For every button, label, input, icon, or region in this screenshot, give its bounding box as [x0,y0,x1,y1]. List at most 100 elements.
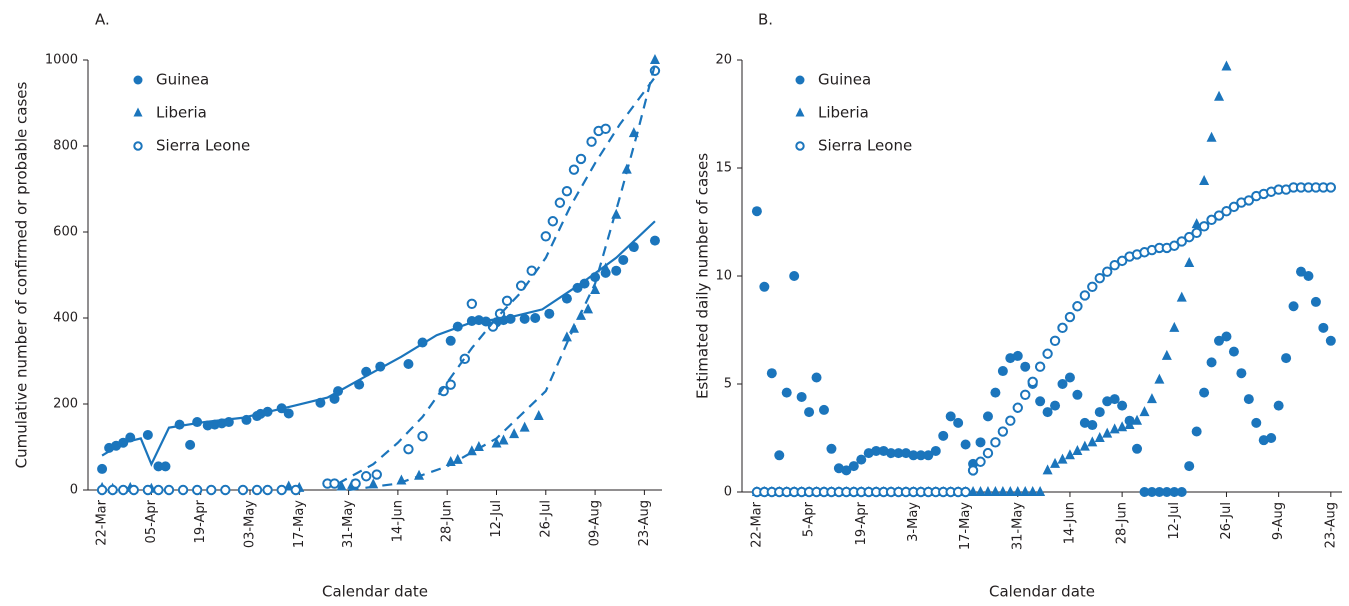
data-point [583,303,594,314]
data-point [96,484,108,496]
data-point [1228,201,1240,213]
data-point [1020,361,1031,372]
data-point [818,404,829,415]
data-point [473,441,484,451]
data-point [649,235,660,246]
data-point [1057,453,1068,464]
data-point [1288,301,1299,312]
data-point [1191,227,1202,239]
data-point [276,484,287,496]
data-point [1042,348,1053,359]
data-point [1176,236,1187,247]
data-point [1169,321,1180,332]
x-tick-label: 22-Mar [749,501,764,547]
data-point [1094,432,1105,442]
data-point [1251,417,1262,428]
data-point [1035,486,1046,496]
data-point [960,486,971,498]
data-point [1072,301,1083,312]
legend-label: Liberia [156,104,207,122]
data-point [997,486,1008,496]
y-tick-label: 0 [70,483,78,498]
data-point [1214,90,1225,101]
data-point [990,486,1001,496]
data-point [1079,290,1091,301]
data-point [1169,240,1180,251]
data-point [796,391,807,402]
data-point [191,484,203,496]
data-point [561,293,572,304]
data-point [554,197,566,208]
data-point [1310,296,1321,307]
data-point [1199,387,1210,398]
data-point [579,278,590,289]
data-point [586,136,597,147]
data-point [982,447,994,459]
data-point [445,335,456,346]
data-point [1064,311,1076,323]
data-point [237,484,249,496]
x-tick-label: 28-Jun [1115,502,1130,544]
data-point [826,443,837,454]
legend-label: Guinea [156,71,209,89]
x-tick-label: 12-Jul [1167,502,1182,540]
legend-marker [133,107,143,117]
data-point [997,366,1008,377]
legend-marker [795,75,805,85]
data-point [1064,449,1075,460]
data-point [1206,214,1217,226]
data-point [1199,174,1210,185]
data-point [1184,257,1195,268]
data-point [848,461,859,472]
data-point [1213,210,1225,221]
y-tick-label: 15 [715,161,732,176]
y-tick-label: 200 [53,397,78,412]
data-point [368,478,379,489]
data-point [1243,394,1254,405]
x-tick-label: 19-Apr [854,501,869,545]
data-point [982,486,993,496]
data-point [975,437,986,448]
data-point [1184,231,1195,243]
data-point [97,463,108,474]
data-point [1042,464,1053,475]
legend-label: Liberia [818,104,869,122]
data-point [575,153,587,165]
x-tick-label: 23-Aug [1323,502,1338,548]
data-point [1064,372,1075,383]
data-point [1102,427,1113,438]
data-point [1243,195,1255,206]
y-tick-label: 400 [53,311,78,326]
x-tick-label: 22-Mar [95,499,110,545]
data-point [1191,426,1202,437]
data-point [185,439,196,450]
data-point [990,437,1001,448]
data-point [953,417,964,428]
data-point [789,271,800,281]
data-point [1266,433,1277,443]
data-point [1005,415,1016,426]
data-point [649,54,660,64]
data-point [509,428,520,439]
legend-marker [795,141,805,151]
data-point [856,454,867,465]
data-point [547,216,559,227]
data-point [1087,436,1098,447]
x-tick-label: 31-May [1010,502,1025,550]
data-point [1221,206,1232,217]
data-point [360,471,372,482]
data-point [811,372,822,383]
y-tick-label: 0 [724,485,732,500]
panel-label: A. [95,11,110,29]
panel-label: B. [758,11,773,29]
data-point [618,254,629,265]
data-point [1109,423,1120,434]
data-point [1049,335,1061,346]
data-point [329,393,340,404]
data-point [1139,487,1150,497]
data-point [519,421,530,432]
data-point [540,231,551,242]
legend-marker [795,107,805,117]
data-point [1050,457,1061,468]
